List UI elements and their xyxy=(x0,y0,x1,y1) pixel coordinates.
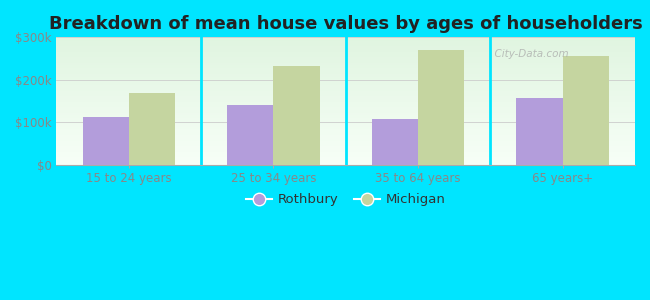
Title: Breakdown of mean house values by ages of householders: Breakdown of mean house values by ages o… xyxy=(49,15,643,33)
Bar xyxy=(227,105,274,165)
Legend: Rothbury, Michigan: Rothbury, Michigan xyxy=(240,188,451,212)
Bar xyxy=(418,50,464,165)
Bar xyxy=(372,119,418,165)
Bar xyxy=(516,98,563,165)
Bar xyxy=(563,56,609,165)
Bar xyxy=(83,117,129,165)
Text: City-Data.com: City-Data.com xyxy=(488,49,568,59)
Bar xyxy=(129,93,175,165)
Bar xyxy=(274,66,320,165)
